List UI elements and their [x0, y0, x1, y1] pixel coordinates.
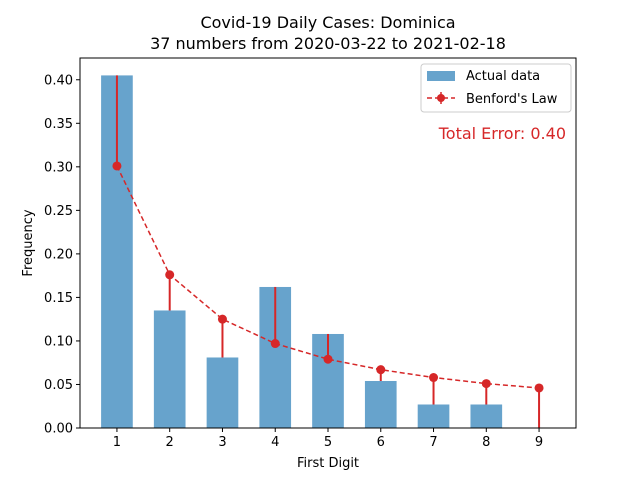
y-tick-label-0.25: 0.25 [44, 204, 73, 219]
x-tick-label-3: 3 [218, 435, 226, 450]
benford-marker-digit-2 [165, 270, 175, 280]
x-axis-label: First Digit [297, 456, 359, 471]
x-tick-label-2: 2 [166, 435, 174, 450]
x-tick-label-9: 9 [535, 435, 543, 450]
plot-area: 1 2 3 4 5 6 7 8 9 0.00 0.05 0.10 0.15 0.20 0.25 0.30 0.3… [44, 73, 544, 450]
y-tick-label-0.30: 0.30 [44, 160, 73, 175]
total-error-annotation: Total Error: 0.40 [438, 124, 566, 143]
x-tick-label-7: 7 [429, 435, 437, 450]
benford-marker-digit-4 [270, 339, 280, 349]
y-tick-label-0.00: 0.00 [44, 422, 73, 437]
legend-swatch-actual [427, 71, 455, 81]
x-tick-label-8: 8 [482, 435, 490, 450]
legend-swatch-benford-marker [437, 94, 445, 102]
bar-digit-8 [470, 404, 503, 428]
benford-marker-digit-7 [429, 373, 439, 383]
y-tick-label-0.10: 0.10 [44, 334, 73, 349]
plot-frame [79, 57, 577, 429]
bar-digit-2 [153, 310, 186, 428]
y-tick-label-0.40: 0.40 [44, 73, 73, 88]
y-tick-label-0.15: 0.15 [44, 291, 73, 306]
x-tick-label-4: 4 [271, 435, 279, 450]
chart-title: Covid-19 Daily Cases: Dominica [200, 13, 455, 32]
y-tick-label-0.05: 0.05 [44, 378, 73, 393]
y-axis-label: Frequency [21, 209, 36, 276]
x-tick-label-6: 6 [377, 435, 385, 450]
y-tick-label-0.35: 0.35 [44, 117, 73, 132]
bar-digit-3 [206, 357, 239, 428]
chart-subtitle: 37 numbers from 2020-03-22 to 2021-02-18 [150, 34, 506, 53]
x-tick-label-1: 1 [113, 435, 121, 450]
bar-digit-6 [364, 380, 397, 428]
benford-marker-digit-9 [534, 383, 544, 393]
benford-marker-digit-6 [376, 365, 386, 375]
legend-box [420, 63, 572, 113]
benford-marker-digit-1 [112, 161, 122, 171]
bar-digit-7 [417, 404, 450, 428]
legend-label-benford: Benford's Law [466, 92, 558, 107]
benford-marker-digit-3 [217, 314, 227, 324]
legend-label-actual: Actual data [466, 69, 540, 84]
benford-marker-digit-8 [481, 379, 491, 389]
x-tick-label-5: 5 [324, 435, 332, 450]
y-tick-label-0.20: 0.20 [44, 247, 73, 262]
legend: Actual data Benford's Law [420, 63, 572, 113]
benford-marker-digit-5 [323, 354, 333, 364]
